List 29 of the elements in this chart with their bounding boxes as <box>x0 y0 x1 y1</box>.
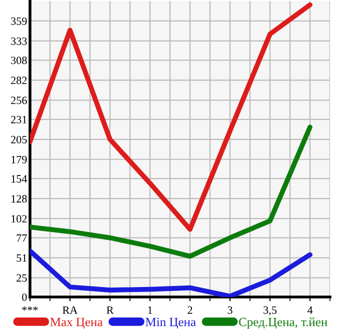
x-tick-label: 4 <box>307 306 313 314</box>
y-tick-label: 205 <box>11 136 27 144</box>
line-series <box>30 2 312 232</box>
x-tick-label: RA <box>62 306 78 314</box>
x-tick-label: 3,5 <box>264 306 277 316</box>
y-tick-label: 128 <box>12 195 27 203</box>
y-tick-label: 231 <box>11 116 27 124</box>
y-tick-label: 77 <box>16 234 27 242</box>
y-tick-label: 333 <box>11 37 27 45</box>
y-tick-label: 256 <box>11 96 27 104</box>
x-tick-label: *** <box>22 306 38 311</box>
legend-label: Сред.Цена, т.йен <box>239 318 328 329</box>
x-tick-label: 1 <box>148 306 152 314</box>
y-tick-label: 0 <box>22 293 27 301</box>
y-tick-label: 25 <box>16 274 27 282</box>
legend-label: Min Цена <box>146 318 196 329</box>
x-tick-label: 2 <box>188 306 192 314</box>
x-tick-label: 3 <box>228 306 232 314</box>
y-tick-label: 179 <box>12 156 27 164</box>
y-tick-label: 308 <box>11 56 27 64</box>
y-tick-label: 282 <box>11 76 27 84</box>
y-tick-label: 154 <box>12 175 28 183</box>
y-tick-label: 51 <box>16 254 27 262</box>
line-series <box>30 124 312 259</box>
x-tick-label: R <box>106 306 114 314</box>
legend-label: Max Цена <box>50 318 103 329</box>
line-series <box>30 248 312 297</box>
y-tick-label: 359 <box>11 17 27 25</box>
y-tick-label: 102 <box>12 215 27 223</box>
